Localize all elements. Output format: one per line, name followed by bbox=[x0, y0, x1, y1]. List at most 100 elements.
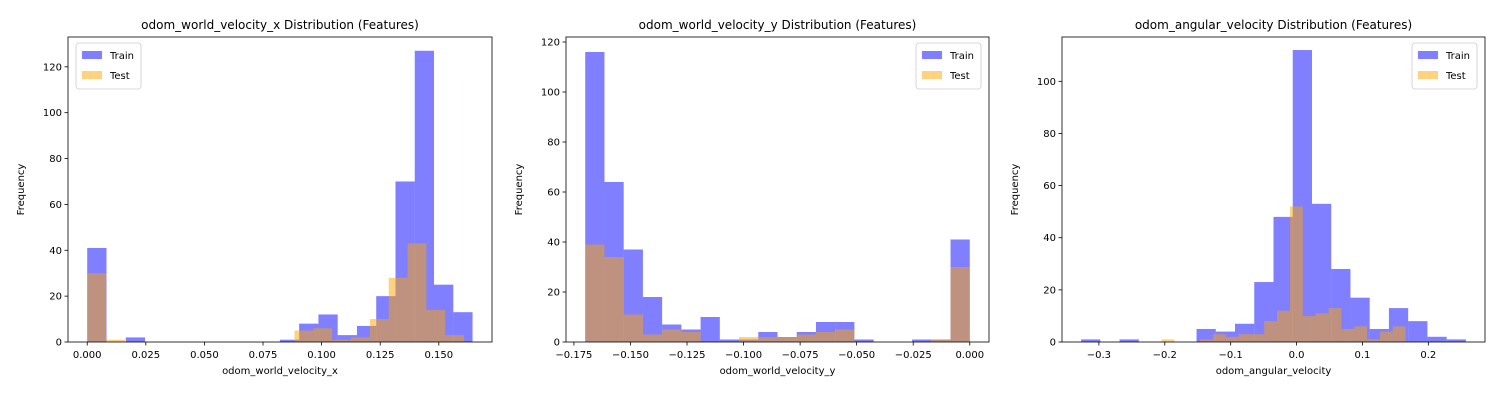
legend-label-test: Test bbox=[1445, 71, 1466, 82]
chart-title: odom_world_velocity_x Distribution (Feat… bbox=[141, 18, 419, 32]
histogram-bar bbox=[1302, 315, 1316, 342]
x-tick-label: −0.050 bbox=[838, 350, 875, 361]
x-tick-label: −0.2 bbox=[1153, 350, 1177, 361]
chart-panel-2: −0.175 −0.150 −0.125 −0.100 −0.075 −0.050 −0.0… bbox=[514, 18, 990, 377]
histogram-bar bbox=[369, 319, 389, 342]
x-tick-label: −0.100 bbox=[725, 350, 762, 361]
legend-label-test: Test bbox=[949, 71, 970, 82]
x-tick-label: 0.1 bbox=[1354, 350, 1370, 361]
histogram-bar bbox=[642, 297, 663, 342]
histogram-bar bbox=[337, 335, 357, 342]
x-tick-label: −0.1 bbox=[1219, 350, 1243, 361]
histogram-bar bbox=[1408, 321, 1428, 342]
legend-box bbox=[915, 42, 982, 90]
x-tick-label: 0.150 bbox=[424, 350, 453, 361]
x-tick-label: 0.075 bbox=[249, 350, 278, 361]
histogram-bar bbox=[1081, 339, 1101, 342]
histogram-bar bbox=[1238, 334, 1252, 342]
histogram-bar bbox=[1196, 328, 1216, 342]
histogram-bar bbox=[1225, 336, 1239, 342]
histogram-bar bbox=[1354, 326, 1368, 342]
y-tick-label: 60 bbox=[547, 188, 560, 199]
chart-panel-1: 0.000 0.025 0.050 0.075 0.100 0.125 0.150 0 20 40… bbox=[16, 18, 493, 377]
y-axis-label: Frequency bbox=[1010, 164, 1021, 216]
y-tick-label: 20 bbox=[49, 292, 62, 303]
legend-box bbox=[1411, 42, 1478, 90]
histogram-bar bbox=[351, 337, 370, 342]
histogram-bar bbox=[1200, 339, 1213, 342]
y-axis-label: Frequency bbox=[16, 164, 27, 216]
y-tick-label: 60 bbox=[1043, 181, 1056, 192]
histogram-bar bbox=[1392, 326, 1406, 342]
histogram-bar bbox=[912, 339, 932, 342]
x-tick-label: 0.0 bbox=[1289, 350, 1305, 361]
x-axis-label: odom_world_velocity_y bbox=[720, 366, 836, 377]
y-tick-label: 60 bbox=[49, 200, 62, 211]
legend-label-train: Train bbox=[109, 51, 134, 62]
x-axis-label: odom_world_velocity_x bbox=[222, 366, 338, 377]
x-tick-label: 0.050 bbox=[190, 350, 219, 361]
x-tick-label: 0.025 bbox=[131, 350, 160, 361]
histogram-bar bbox=[106, 339, 125, 342]
legend: Train Test bbox=[1411, 42, 1478, 90]
histogram-bar bbox=[1427, 336, 1447, 342]
histogram-bar bbox=[931, 339, 951, 342]
histogram-bar bbox=[1328, 308, 1342, 342]
histogram-bar bbox=[815, 332, 836, 342]
axes-frame bbox=[67, 36, 493, 343]
histogram-bar bbox=[1161, 339, 1175, 342]
chart-title: odom_angular_velocity Distribution (Feat… bbox=[1135, 18, 1412, 32]
y-tick-label: 120 bbox=[541, 38, 560, 49]
legend: Train Test bbox=[915, 42, 982, 90]
histogram-bar bbox=[854, 339, 874, 342]
histogram-bar bbox=[407, 243, 427, 342]
histogram-bar bbox=[1341, 328, 1355, 342]
y-tick-label: 100 bbox=[43, 108, 62, 119]
histogram-bar bbox=[719, 339, 740, 342]
x-tick-label: 0.000 bbox=[955, 350, 984, 361]
legend-swatch-train bbox=[1418, 51, 1438, 59]
histogram-bar bbox=[1315, 313, 1329, 342]
y-tick-label: 40 bbox=[547, 238, 560, 249]
legend: Train Test bbox=[75, 42, 142, 90]
y-tick-label: 0 bbox=[56, 338, 62, 349]
histogram-bar bbox=[662, 329, 682, 342]
histogram-bar bbox=[332, 339, 352, 342]
x-tick-label: −0.025 bbox=[895, 350, 932, 361]
histogram-bar bbox=[1277, 310, 1290, 342]
legend-label-train: Train bbox=[1445, 51, 1470, 62]
histogram-bar bbox=[681, 332, 701, 342]
histogram-bar bbox=[700, 317, 720, 342]
y-tick-label: 100 bbox=[541, 88, 560, 99]
x-axis-label: odom_angular_velocity bbox=[1216, 366, 1332, 377]
x-tick-label: −0.150 bbox=[612, 350, 649, 361]
histogram-bar bbox=[294, 330, 314, 342]
histogram-bar bbox=[125, 337, 146, 342]
histogram-bar bbox=[453, 312, 473, 342]
histogram-bar bbox=[1379, 331, 1393, 342]
histogram-bar bbox=[313, 328, 333, 342]
axes-frame bbox=[1061, 36, 1486, 343]
histogram-bar bbox=[585, 244, 605, 342]
histogram-bar bbox=[796, 334, 816, 342]
histogram-bar bbox=[1289, 206, 1303, 342]
legend-swatch-test bbox=[922, 71, 942, 79]
y-tick-label: 20 bbox=[1043, 285, 1056, 296]
axes-frame bbox=[565, 36, 990, 343]
histogram-bar bbox=[623, 314, 643, 342]
x-tick-label: 0.100 bbox=[307, 350, 336, 361]
y-tick-label: 80 bbox=[1043, 129, 1056, 140]
x-tick-label: −0.175 bbox=[555, 350, 592, 361]
y-tick-label: 40 bbox=[1043, 233, 1056, 244]
histogram-bar bbox=[739, 337, 759, 342]
x-tick-label: 0.2 bbox=[1420, 350, 1436, 361]
y-tick-label: 120 bbox=[43, 62, 62, 73]
legend-label-train: Train bbox=[949, 51, 974, 62]
y-tick-label: 20 bbox=[547, 288, 560, 299]
chart-title: odom_world_velocity_y Distribution (Feat… bbox=[639, 18, 917, 32]
histogram-bar bbox=[1367, 339, 1380, 342]
histogram-bar bbox=[279, 339, 300, 342]
histogram-bar bbox=[426, 309, 446, 342]
legend-swatch-train bbox=[922, 51, 942, 59]
